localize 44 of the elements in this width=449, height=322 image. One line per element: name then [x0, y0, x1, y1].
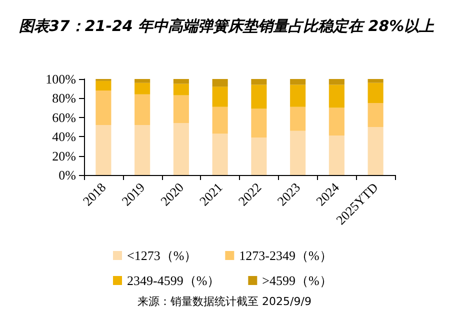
- bar: [290, 130, 306, 175]
- bar: [251, 108, 267, 138]
- x-tick-label: 2021: [196, 180, 226, 209]
- bar: [251, 138, 267, 175]
- bar: [212, 86, 228, 107]
- bar: [96, 80, 112, 91]
- legend-label: 2349-4599（%）: [127, 273, 220, 288]
- bar: [212, 134, 228, 175]
- y-tick-label: 40%: [52, 129, 76, 144]
- bar: [134, 79, 150, 83]
- bar: [251, 79, 267, 85]
- bar: [134, 94, 150, 126]
- bar: [290, 79, 306, 85]
- bar: [173, 95, 189, 124]
- bar: [290, 84, 306, 107]
- bar: [173, 79, 189, 84]
- bar: [368, 79, 384, 83]
- bar: [368, 82, 384, 103]
- legend-label: 1273-2349（%）: [239, 248, 332, 263]
- y-tick-label: 100%: [46, 72, 76, 86]
- y-tick-label: 60%: [52, 110, 76, 125]
- bar: [251, 84, 267, 109]
- bar: [328, 79, 344, 85]
- bar: [173, 84, 189, 96]
- source-note: 来源：销量数据统计截至 2025/9/9: [138, 295, 312, 308]
- legend-label: >4599（%）: [262, 273, 332, 288]
- bar: [212, 79, 228, 87]
- bar: [96, 125, 112, 175]
- y-tick-label: 20%: [52, 148, 76, 164]
- bar: [134, 82, 150, 94]
- bar: [96, 90, 112, 126]
- bar: [173, 123, 189, 175]
- bar: [290, 106, 306, 131]
- bar: [328, 136, 344, 175]
- bar: [212, 106, 228, 134]
- bar: [368, 103, 384, 127]
- chart-title: 图表37：21-24 年中高端弹簧床垫销量占比稳定在 28%以上: [19, 17, 436, 35]
- y-tick-label: 80%: [52, 90, 76, 106]
- bar: [328, 108, 344, 136]
- bar: [328, 84, 344, 108]
- bar: [368, 127, 384, 175]
- bar: [134, 125, 150, 175]
- y-tick-label: 0%: [58, 168, 76, 182]
- legend-label: <1273（%）: [127, 248, 198, 263]
